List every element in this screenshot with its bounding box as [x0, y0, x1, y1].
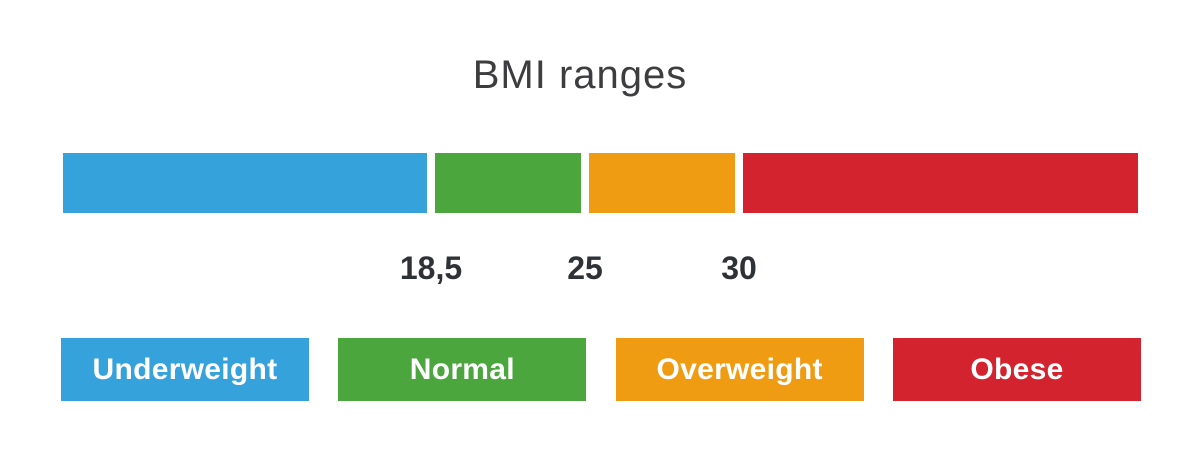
bar-segment-obese: [743, 153, 1138, 213]
legend-label: Underweight: [92, 352, 278, 386]
boundary-label-25: 25: [567, 250, 603, 286]
chart-title: BMI ranges: [472, 53, 688, 97]
legend-label: Normal: [409, 352, 515, 386]
bar-segment-overweight: [589, 153, 735, 213]
bar-segment-normal: [435, 153, 581, 213]
boundary-label-30: 30: [721, 250, 757, 286]
bmi-range-bar: [63, 153, 1138, 213]
legend-item-overweight: Overweight: [615, 338, 864, 401]
legend-item-underweight: Underweight: [61, 338, 309, 401]
bar-segment-underweight: [63, 153, 427, 213]
legend: Underweight Normal Overweight Obese: [61, 338, 1141, 401]
boundary-label-18.5: 18,5: [399, 250, 463, 286]
legend-item-normal: Normal: [338, 338, 587, 401]
legend-label: Overweight: [656, 352, 823, 386]
legend-label: Obese: [970, 352, 1064, 386]
legend-item-obese: Obese: [892, 338, 1141, 401]
